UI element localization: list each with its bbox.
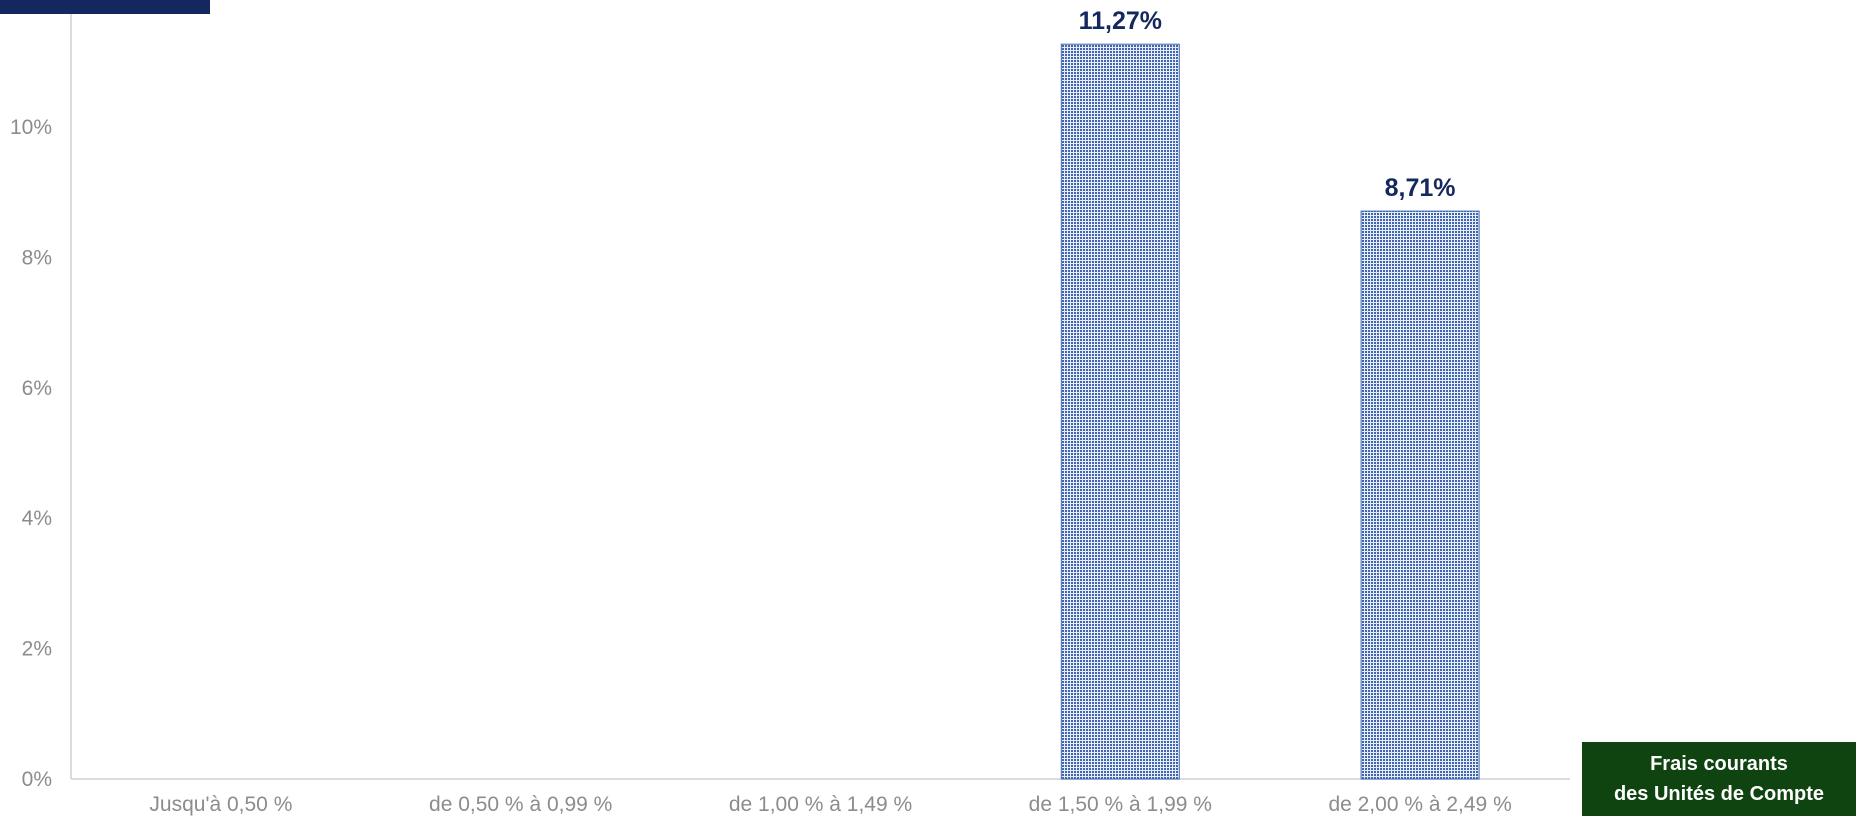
y-tick-label: 6% xyxy=(22,377,52,400)
x-axis-categories: Jusqu'à 0,50 % de 0,50 % à 0,99 % de 1,00 … xyxy=(149,793,1511,816)
bar xyxy=(1360,210,1480,780)
x-category-label: de 1,00 % à 1,49 % xyxy=(729,793,912,816)
badge-line-1: Frais courants xyxy=(1650,753,1788,775)
data-label: 11,27% xyxy=(1079,7,1162,35)
bar xyxy=(1060,43,1180,780)
bars xyxy=(1060,43,1480,780)
legend-badge: Frais courants des Unités de Compte xyxy=(1582,742,1856,816)
y-tick-label: 4% xyxy=(22,507,52,530)
header-accent-block xyxy=(0,0,210,14)
x-category-label: Jusqu'à 0,50 % xyxy=(149,793,292,816)
x-category-label: de 2,00 % à 2,49 % xyxy=(1328,793,1511,816)
data-label: 8,71% xyxy=(1385,174,1456,202)
y-tick-label: 8% xyxy=(22,246,52,269)
y-tick-label: 0% xyxy=(22,768,52,791)
y-axis-ticks: 0% 2% 4% 6% 8% 10% xyxy=(10,116,52,791)
y-tick-label: 2% xyxy=(22,638,52,661)
badge-line-2: des Unités de Compte xyxy=(1613,783,1825,805)
x-category-label: de 0,50 % à 0,99 % xyxy=(429,793,612,816)
y-tick-label: 10% xyxy=(10,116,52,139)
x-category-label: de 1,50 % à 1,99 % xyxy=(1029,793,1212,816)
data-labels: 11,27% 8,71% xyxy=(1079,7,1456,202)
